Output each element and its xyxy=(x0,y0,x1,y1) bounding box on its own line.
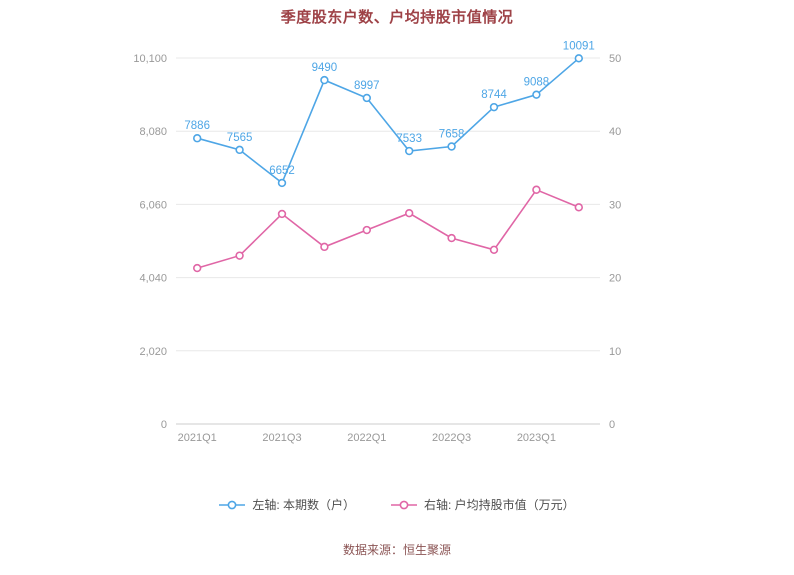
data-label: 6652 xyxy=(269,165,295,177)
data-point xyxy=(193,134,202,143)
series-line xyxy=(196,188,580,269)
right-axis-tick-label: 50 xyxy=(609,53,621,65)
legend-label-shareholder-count: 左轴: 本期数（户） xyxy=(252,498,355,512)
data-point xyxy=(193,263,202,273)
right-axis-tick-label: 10 xyxy=(609,346,621,358)
data-label: 7533 xyxy=(396,133,422,145)
data-point xyxy=(362,225,371,235)
left-axis-tick-label: 10,100 xyxy=(133,53,167,65)
data-source: 数据来源：恒生聚源 xyxy=(342,543,451,557)
data-point xyxy=(235,251,244,260)
right-axis-tick-label: 40 xyxy=(609,126,621,138)
right-axis-tick-label: 30 xyxy=(609,199,621,211)
series-line xyxy=(196,57,580,185)
data-label: 9088 xyxy=(524,77,550,89)
data-label: 8997 xyxy=(354,80,380,92)
data-point xyxy=(277,178,287,188)
data-point xyxy=(405,208,414,218)
data-point xyxy=(574,203,583,212)
dual-axis-line-chart: 0 0 2,020 10 4,040 20 6,060 30 8,080 40 10,100 50 20… xyxy=(133,40,621,444)
chart-title: 季度股东户数、户均持股市值情况 xyxy=(280,9,514,26)
x-axis-tick-label: 2022Q1 xyxy=(347,432,386,444)
legend-line-circle-marker-icon xyxy=(219,500,246,509)
left-axis-tick-label: 6,060 xyxy=(139,199,167,211)
left-axis-tick-label: 8,080 xyxy=(139,126,167,138)
data-point xyxy=(532,185,541,194)
data-label: 9490 xyxy=(312,62,338,74)
data-point xyxy=(235,145,244,155)
legend-item-avg-holding-value[interactable]: 右轴: 户均持股市值（万元） xyxy=(391,496,575,513)
data-label: 7565 xyxy=(227,132,253,144)
data-label: 8744 xyxy=(481,89,507,101)
data-point xyxy=(320,75,329,85)
x-axis-tick-label: 2022Q3 xyxy=(432,432,471,444)
data-point xyxy=(405,146,414,156)
data-point xyxy=(574,54,583,63)
right-axis-tick-label: 0 xyxy=(609,419,615,431)
data-point xyxy=(362,93,371,103)
data-point xyxy=(447,142,456,151)
left-axis-tick-label: 2,020 xyxy=(139,346,167,358)
data-point xyxy=(277,209,287,219)
legend-label-avg-holding-value: 右轴: 户均持股市值（万元） xyxy=(424,498,575,512)
legend: 左轴: 本期数（户） 右轴: 户均持股市值（万元） xyxy=(0,496,794,513)
data-label: 10091 xyxy=(563,40,595,52)
data-label: 7886 xyxy=(184,120,210,132)
left-axis-tick-label: 4,040 xyxy=(139,273,167,285)
x-axis-tick-label: 2021Q3 xyxy=(262,432,301,444)
data-point xyxy=(320,242,329,252)
x-axis-tick-label: 2021Q1 xyxy=(178,432,217,444)
legend-line-circle-marker-icon xyxy=(391,500,417,509)
data-point xyxy=(447,233,456,243)
data-label: 7658 xyxy=(439,128,465,140)
x-axis-tick-label: 2023Q1 xyxy=(517,432,556,444)
data-point xyxy=(489,102,499,112)
data-point xyxy=(489,245,499,254)
legend-item-shareholder-count[interactable]: 左轴: 本期数（户） xyxy=(219,496,355,513)
data-point xyxy=(532,90,541,99)
left-axis-tick-label: 0 xyxy=(161,419,167,431)
right-axis-tick-label: 20 xyxy=(609,273,621,285)
